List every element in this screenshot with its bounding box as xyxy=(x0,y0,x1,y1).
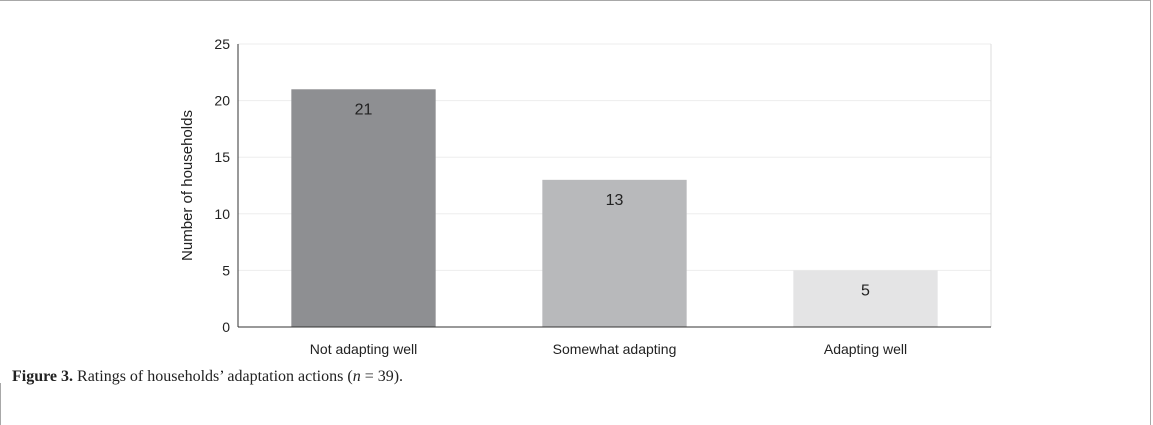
category-label-1: Somewhat adapting xyxy=(553,341,677,357)
bar-2 xyxy=(793,270,938,327)
caption-math-rest: = 39 xyxy=(360,368,394,385)
figure-frame-left-edge xyxy=(0,383,1,425)
figure-number: Figure 3. xyxy=(12,368,74,385)
y-tick-label-25: 25 xyxy=(214,36,230,52)
bar-0 xyxy=(291,89,436,327)
y-tick-label-5: 5 xyxy=(222,262,230,278)
axes-layer xyxy=(237,44,991,328)
caption-text: Ratings of households’ adaptation action… xyxy=(77,368,353,385)
bars-layer xyxy=(291,89,938,327)
data-label-1: 13 xyxy=(606,192,624,209)
data-labels: 21 13 5 xyxy=(355,101,870,299)
bar-chart: 0 5 10 15 20 25 Not adapting well Somewhat ada… xyxy=(179,36,992,357)
category-label-2: Adapting well xyxy=(824,341,907,357)
caption-math-variable: n xyxy=(352,368,361,385)
y-tick-label-15: 15 xyxy=(214,149,230,165)
y-tick-label-10: 10 xyxy=(214,206,230,222)
y-tick-labels: 0 5 10 15 20 25 xyxy=(214,36,230,335)
category-labels: Not adapting well Somewhat adapting Adapti… xyxy=(310,341,907,357)
y-axis-title: Number of households xyxy=(179,110,196,261)
caption-text-end: ). xyxy=(393,368,404,385)
bar-1 xyxy=(542,179,687,327)
category-label-0: Not adapting well xyxy=(310,341,417,357)
y-tick-label-0: 0 xyxy=(222,319,230,335)
data-label-2: 5 xyxy=(861,282,870,299)
y-tick-label-20: 20 xyxy=(214,93,230,109)
figure-caption: Figure 3. Ratings of households’ adaptat… xyxy=(12,368,403,386)
data-label-0: 21 xyxy=(355,101,373,118)
